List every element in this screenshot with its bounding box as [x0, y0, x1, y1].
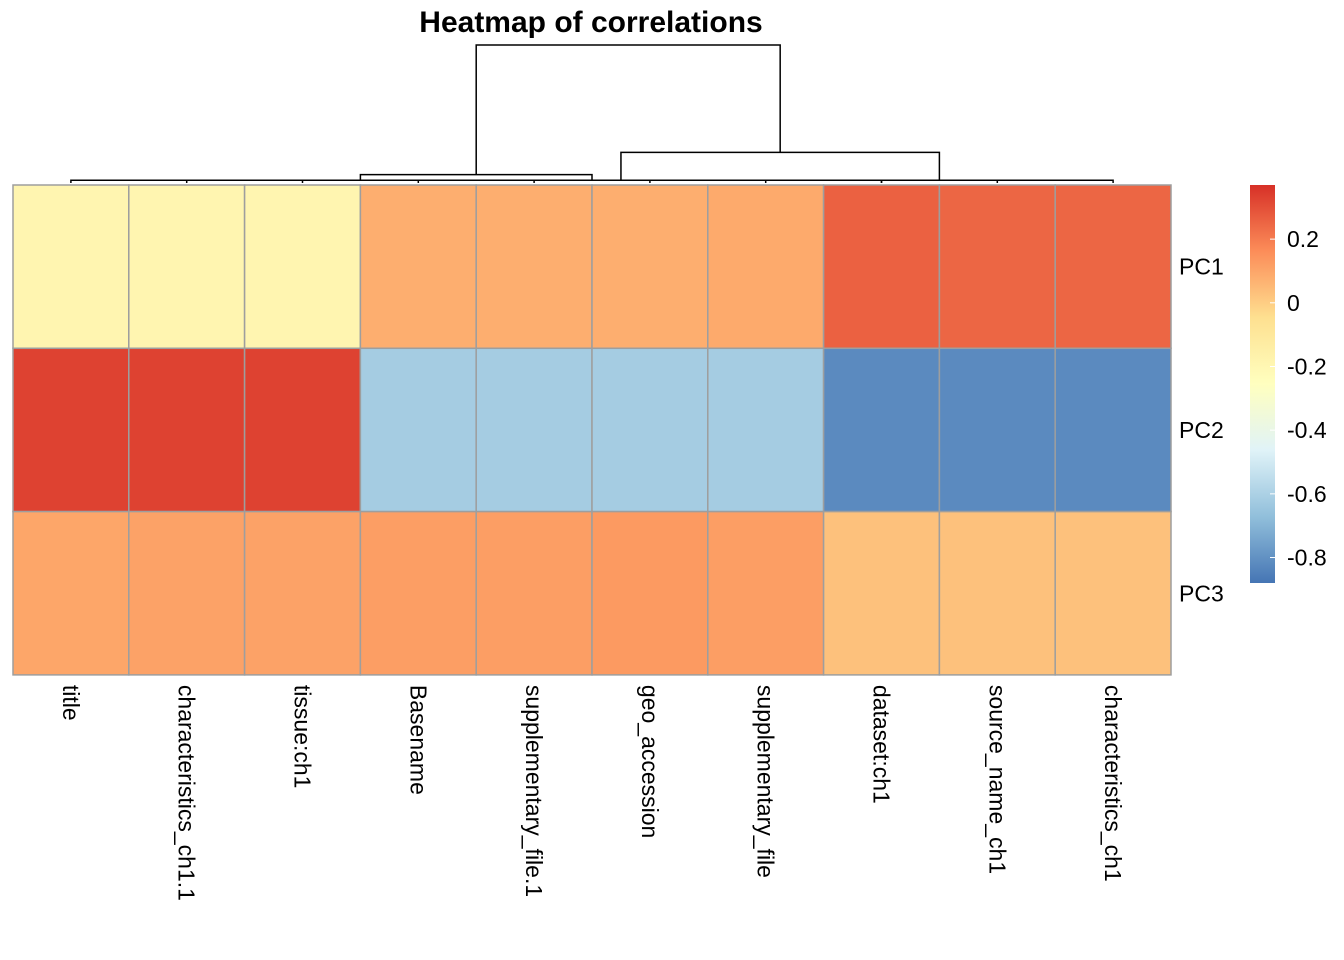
row-label: PC3 — [1179, 580, 1224, 606]
color-legend: 0.2 0 -0.2 -0.4 -0.6 -0.8 — [1250, 185, 1327, 583]
heatmap-cell — [12, 510, 130, 676]
heatmap-cell — [1054, 347, 1172, 513]
column-label: supplementary_file — [753, 685, 779, 878]
heatmap-cell — [243, 510, 362, 676]
heatmap-cell — [938, 184, 1056, 350]
chart-title: Heatmap of correlations — [419, 6, 762, 39]
column-label: dataset:ch1 — [869, 685, 895, 804]
column-label: supplementary_file.1 — [521, 685, 547, 897]
column-label: characteristics_ch1.1 — [174, 685, 200, 901]
column-label: geo_accession — [637, 685, 663, 838]
heatmap-cell — [707, 510, 825, 676]
heatmap-cell — [707, 347, 825, 513]
dendrogram-branch — [620, 151, 941, 181]
column-labels: title characteristics_ch1.1 tissue:ch1 Base… — [58, 685, 1126, 901]
legend-color-bar — [1250, 185, 1275, 583]
column-dendrogram — [70, 44, 1114, 183]
heatmap-cell — [359, 510, 477, 676]
heatmap-cell — [822, 184, 941, 350]
row-label: PC2 — [1179, 417, 1224, 443]
heatmap-cell — [359, 347, 477, 513]
heatmap-cell — [591, 347, 709, 513]
heatmap-cell — [128, 510, 246, 676]
heatmap-cell — [128, 184, 246, 350]
heatmap-cell — [475, 347, 593, 513]
dendrogram-branch — [475, 44, 781, 175]
heatmap-cell — [938, 510, 1056, 676]
heatmap-cell — [359, 184, 477, 350]
heatmap-cell — [1054, 510, 1172, 676]
heatmap-cell — [822, 347, 941, 513]
legend-tick-label: -0.8 — [1287, 545, 1327, 571]
heatmap-cell — [12, 347, 130, 513]
heatmap-cell — [1054, 184, 1172, 350]
row-labels: PC1 PC2 PC3 — [1179, 254, 1224, 607]
column-label: tissue:ch1 — [290, 685, 316, 789]
heatmap-cell — [128, 347, 246, 513]
column-label: title — [58, 685, 84, 721]
legend-tick-label: 0 — [1287, 290, 1300, 316]
heatmap-cell — [591, 184, 709, 350]
column-label: Basename — [405, 685, 431, 795]
legend-tick-label: 0.2 — [1287, 226, 1319, 252]
row-label: PC1 — [1179, 254, 1224, 280]
heatmap-cell — [243, 184, 362, 350]
heatmap-cells — [12, 184, 1172, 676]
dendrogram-branch — [128, 179, 1114, 183]
heatmap-cell — [12, 184, 130, 350]
column-label: characteristics_ch1 — [1100, 685, 1126, 882]
heatmap-cell — [243, 347, 362, 513]
heatmap-cell — [938, 347, 1056, 513]
heatmap-cell — [822, 510, 941, 676]
column-label: source_name_ch1 — [984, 685, 1010, 874]
heatmap-cell — [475, 184, 593, 350]
legend-tick-label: -0.6 — [1287, 481, 1327, 507]
heatmap-cell — [707, 184, 825, 350]
heatmap-cell — [475, 510, 593, 676]
heatmap-cell — [591, 510, 709, 676]
legend-tick-label: -0.4 — [1287, 417, 1327, 443]
legend-tick-label: -0.2 — [1287, 353, 1327, 379]
dendrogram-branch — [359, 173, 593, 181]
